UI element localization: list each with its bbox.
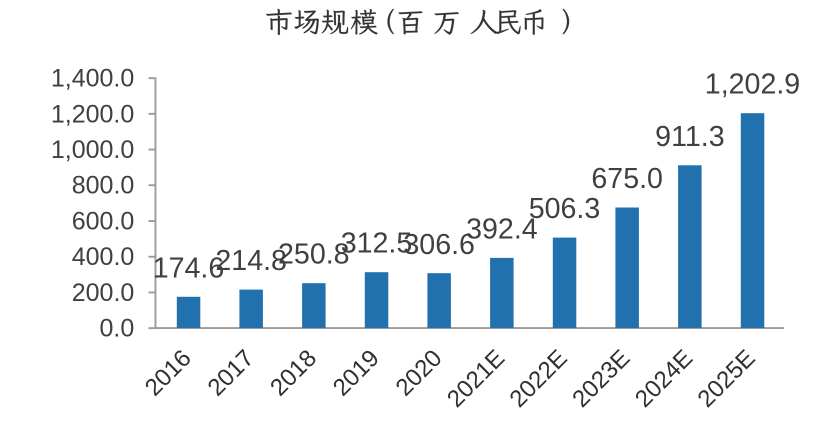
svg-text:214.8: 214.8 xyxy=(215,245,287,277)
svg-text:911.3: 911.3 xyxy=(655,121,724,153)
svg-text:312.5: 312.5 xyxy=(341,228,413,260)
svg-text:250.8: 250.8 xyxy=(278,239,350,271)
svg-text:800.0: 800.0 xyxy=(72,172,135,200)
svg-text:2016: 2016 xyxy=(140,345,197,402)
svg-text:2019: 2019 xyxy=(328,345,385,402)
svg-text:600.0: 600.0 xyxy=(72,208,135,236)
svg-text:2021E: 2021E xyxy=(442,345,510,413)
svg-text:1,000.0: 1,000.0 xyxy=(51,136,134,164)
svg-text:200.0: 200.0 xyxy=(72,279,135,307)
svg-text:2020: 2020 xyxy=(391,345,448,402)
svg-text:174.6: 174.6 xyxy=(153,252,225,284)
svg-text:400.0: 400.0 xyxy=(72,243,135,271)
svg-text:392.4: 392.4 xyxy=(466,213,538,245)
svg-text:2022E: 2022E xyxy=(505,345,573,413)
svg-text:0.0: 0.0 xyxy=(100,315,135,343)
svg-text:1,200.0: 1,200.0 xyxy=(51,100,134,128)
svg-text:1,400.0: 1,400.0 xyxy=(51,65,134,93)
svg-text:306.6: 306.6 xyxy=(403,229,475,261)
svg-text:2025E: 2025E xyxy=(693,345,761,413)
svg-text:506.3: 506.3 xyxy=(529,193,601,225)
svg-text:2023E: 2023E xyxy=(567,345,635,413)
svg-text:1,202.9: 1,202.9 xyxy=(705,69,800,101)
svg-text:2017: 2017 xyxy=(203,345,260,402)
svg-text:675.0: 675.0 xyxy=(591,163,663,195)
svg-text:2018: 2018 xyxy=(265,345,322,402)
svg-text:2024E: 2024E xyxy=(630,345,698,413)
